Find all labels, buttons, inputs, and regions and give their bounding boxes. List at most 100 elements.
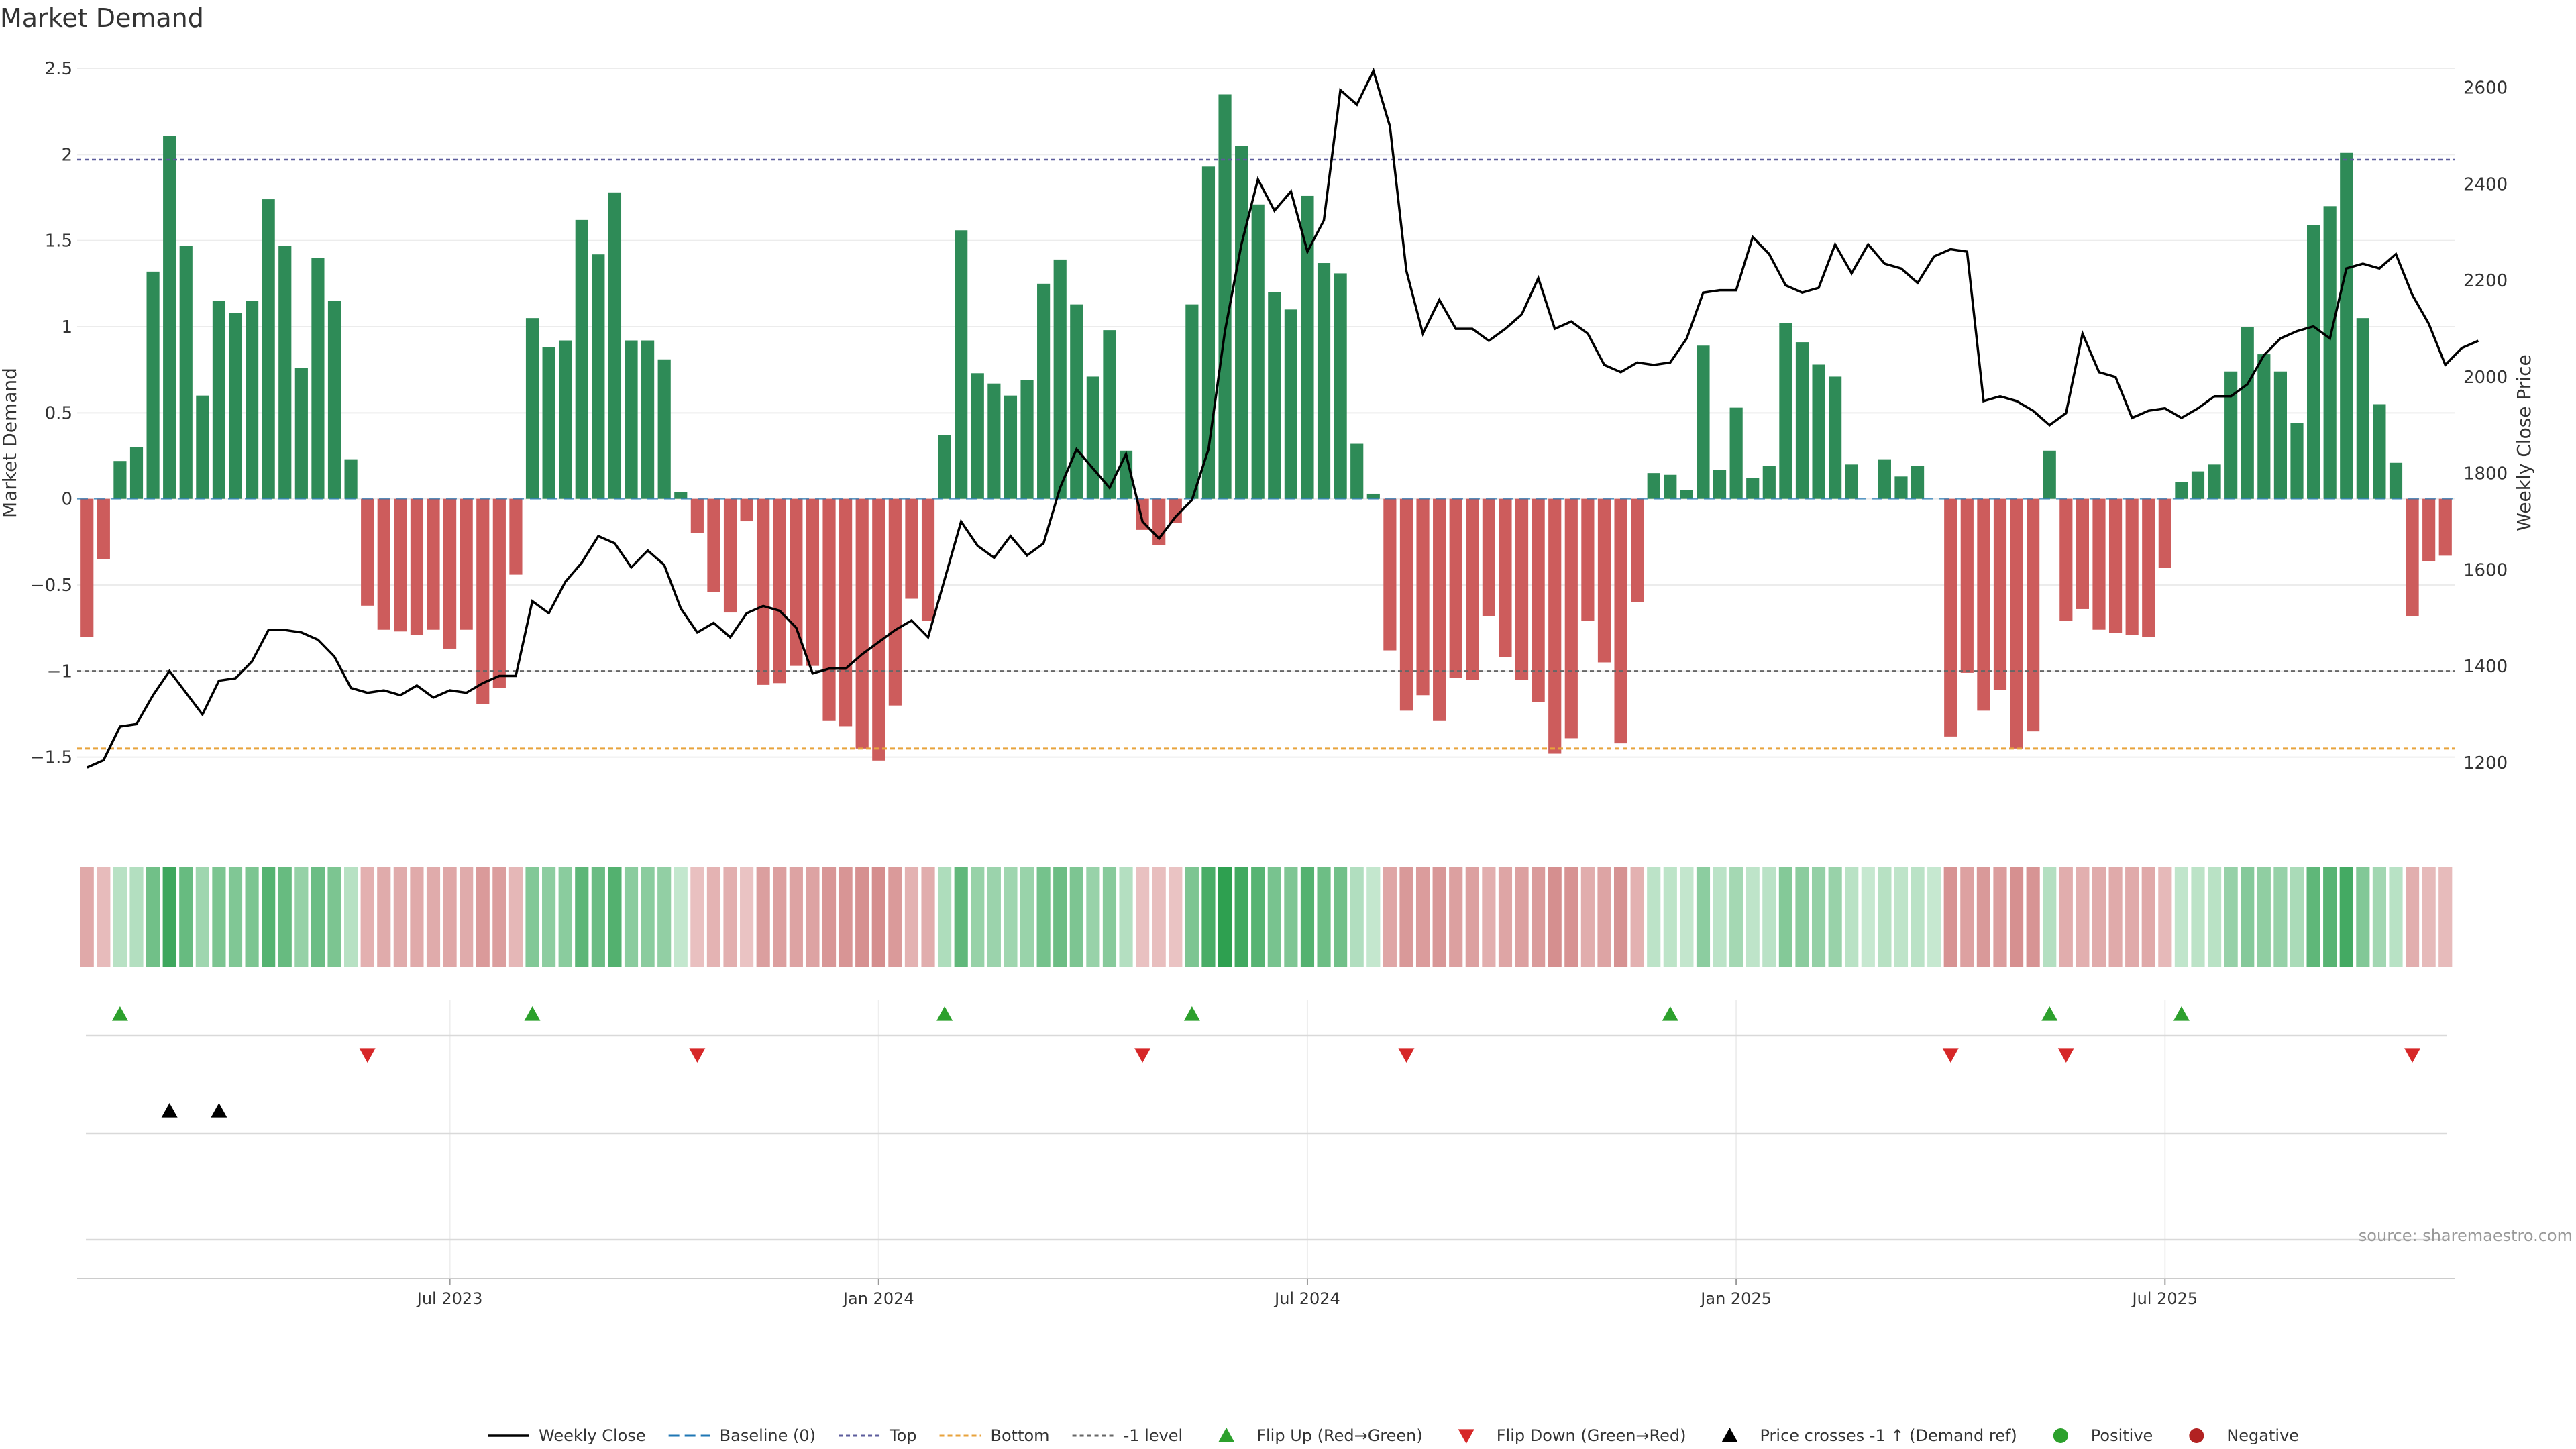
- heat-cell: [1482, 867, 1496, 967]
- heat-cell: [2406, 867, 2420, 967]
- demand-bar: [1680, 490, 1693, 499]
- demand-bar: [690, 498, 704, 533]
- demand-bar: [2027, 498, 2040, 732]
- heat-cell: [1613, 867, 1628, 967]
- x-tick-label: Jul 2023: [416, 1289, 483, 1308]
- heat-cell: [2372, 867, 2386, 967]
- demand-bar: [1499, 498, 1512, 657]
- legend-item: Positive: [2053, 1426, 2153, 1445]
- heat-cell: [195, 867, 209, 967]
- heat-cell: [443, 867, 457, 967]
- legend-label: Negative: [2226, 1426, 2299, 1445]
- demand-bar: [625, 340, 638, 499]
- heat-cell: [1927, 867, 1941, 967]
- demand-bar: [987, 383, 1001, 499]
- legend-key-dot: [2189, 1428, 2204, 1443]
- heat-cell: [1696, 867, 1711, 967]
- demand-heat-strip: [80, 867, 2453, 967]
- demand-bar: [2306, 225, 2320, 499]
- demand-bar: [1581, 498, 1595, 621]
- heat-cell: [327, 867, 341, 967]
- heat-cell: [1415, 867, 1430, 967]
- demand-bar: [1762, 466, 1776, 499]
- demand-bar: [1664, 474, 1677, 499]
- heat-cell: [2422, 867, 2436, 967]
- heat-cell: [426, 867, 441, 967]
- heat-cell: [1713, 867, 1727, 967]
- heat-cell: [508, 867, 523, 967]
- heat-cell: [1334, 867, 1348, 967]
- demand-bar: [1053, 259, 1067, 499]
- heat-cell: [806, 867, 820, 967]
- heat-cell: [2273, 867, 2288, 967]
- heat-cell: [294, 867, 309, 967]
- demand-bar: [1960, 498, 1974, 673]
- heat-cell: [558, 867, 572, 967]
- y-tick-label: −1: [47, 661, 72, 682]
- y2-tick-label: 1200: [2463, 753, 2508, 773]
- demand-bar: [2273, 371, 2287, 499]
- heat-cell: [2158, 867, 2172, 967]
- heat-cell: [2009, 867, 2024, 967]
- heat-cell: [575, 867, 589, 967]
- heat-cell: [476, 867, 490, 967]
- heat-cell: [938, 867, 952, 967]
- demand-bar: [839, 498, 853, 727]
- heat-cell: [904, 867, 919, 967]
- demand-bar: [641, 340, 655, 499]
- chart-legend: Weekly Close Baseline (0) Top Bottom -1 leve…: [488, 1426, 2299, 1445]
- demand-bar: [1515, 498, 1529, 680]
- demand-bar: [1466, 498, 1479, 680]
- demand-bar: [443, 498, 457, 649]
- demand-bar: [262, 199, 275, 499]
- flip-markers: [111, 1006, 2421, 1063]
- heat-cell: [129, 867, 144, 967]
- legend-item: -1 level: [1072, 1426, 1183, 1445]
- heat-cell: [954, 867, 968, 967]
- flip-down-marker: [1134, 1048, 1151, 1063]
- legend-label: Flip Up (Red→Green): [1256, 1426, 1423, 1445]
- event-panel-gridlines: [86, 1000, 2447, 1279]
- price-cross-markers: [161, 1103, 227, 1118]
- heat-cell: [1993, 867, 2007, 967]
- demand-bar: [525, 318, 539, 499]
- source-annotation: source: sharemaestro.com: [2359, 1226, 2573, 1245]
- y2-tick-label: 2000: [2463, 368, 2508, 388]
- y-tick-label: −1.5: [30, 748, 72, 768]
- legend-label: Weekly Close: [539, 1426, 646, 1445]
- heat-cell: [344, 867, 358, 967]
- demand-bar: [888, 498, 902, 706]
- demand-bar: [1366, 493, 1380, 499]
- demand-bar: [1631, 498, 1644, 602]
- demand-bar: [311, 258, 325, 499]
- heat-cell: [80, 867, 94, 967]
- heat-cell: [1218, 867, 1232, 967]
- heat-cell: [410, 867, 424, 967]
- heat-cell: [839, 867, 853, 967]
- demand-bar: [921, 498, 935, 621]
- legend-label: Price crosses -1 ↑ (Demand ref): [1760, 1426, 2017, 1445]
- heat-cell: [1300, 867, 1315, 967]
- heat-cell: [2257, 867, 2271, 967]
- heat-cell: [1020, 867, 1034, 967]
- legend-item: Negative: [2189, 1426, 2299, 1445]
- demand-bar: [1317, 263, 1331, 499]
- heat-cell: [1251, 867, 1265, 967]
- demand-bar: [2175, 482, 2188, 499]
- heat-cell: [1630, 867, 1644, 967]
- demand-bar: [1894, 476, 1908, 499]
- demand-bar: [575, 219, 588, 499]
- heat-cell: [1069, 867, 1083, 967]
- demand-bar: [113, 461, 127, 499]
- heat-cell: [1878, 867, 1892, 967]
- legend-item: Weekly Close: [488, 1426, 646, 1445]
- heat-cell: [855, 867, 869, 967]
- heat-cell: [723, 867, 737, 967]
- heat-cell: [657, 867, 672, 967]
- demand-bar: [592, 254, 605, 499]
- flip-down-marker: [1398, 1048, 1415, 1063]
- demand-bar: [1086, 376, 1099, 499]
- heat-cell: [2043, 867, 2057, 967]
- heat-cell: [1201, 867, 1216, 967]
